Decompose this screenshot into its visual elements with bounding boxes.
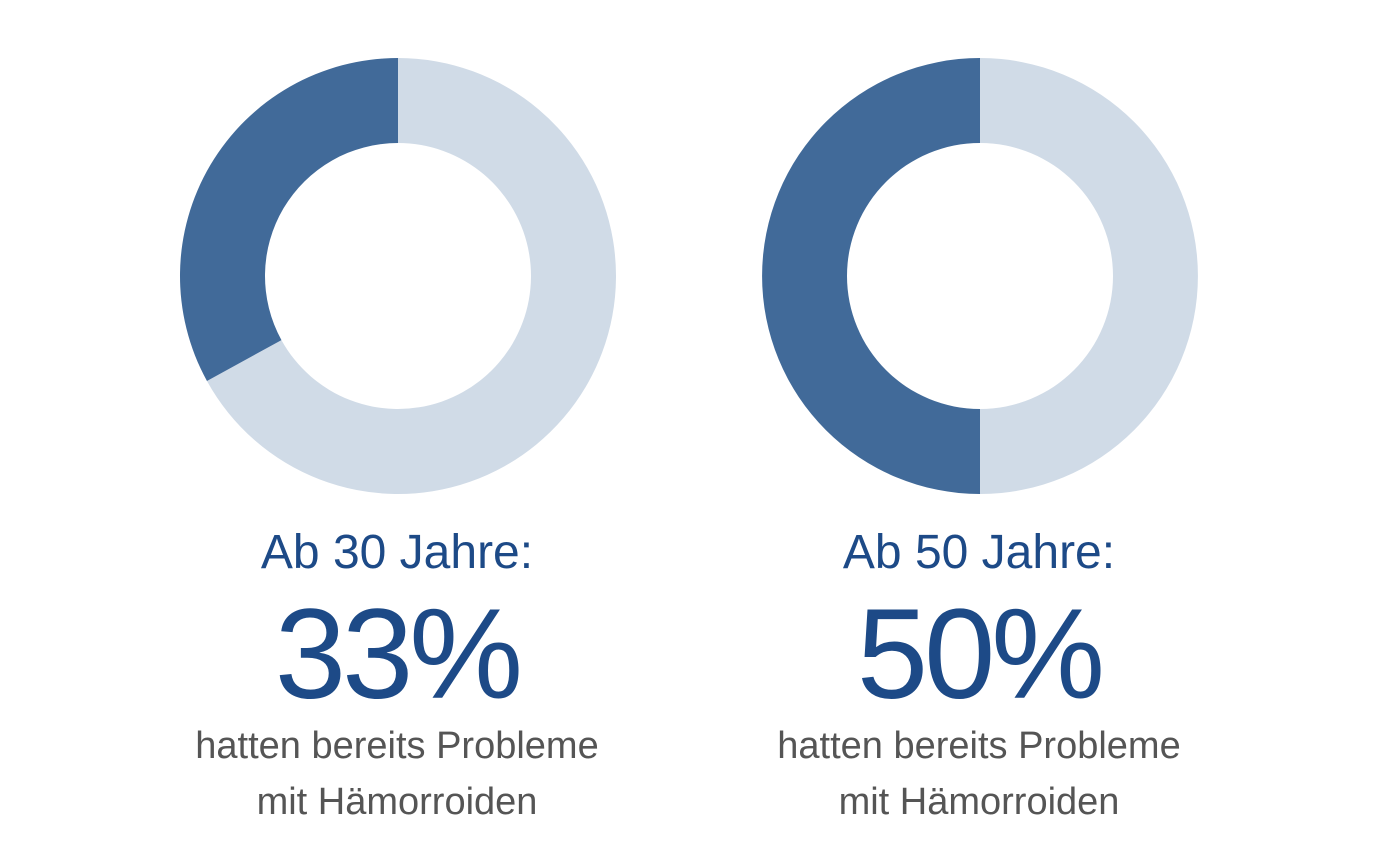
chart-caption: hatten bereits Probleme mit Hämorroiden	[117, 718, 677, 830]
chart-caption: hatten bereits Probleme mit Hämorroiden	[699, 718, 1259, 830]
donut-segment-value	[180, 58, 398, 382]
donut-chart-50	[762, 58, 1198, 494]
caption-line-1: hatten bereits Probleme	[777, 725, 1181, 767]
donut-segment-remainder	[206, 58, 616, 494]
chart-panel-50: Ab 50 Jahre: 50% hatten bereits Probleme…	[699, 0, 1259, 862]
chart-heading: Ab 30 Jahre:	[260, 526, 534, 579]
percentage-value: 50%	[856, 583, 1105, 726]
chart-heading: Ab 50 Jahre:	[842, 526, 1116, 579]
donut-segment-value	[762, 58, 980, 494]
donut-chart-30	[180, 58, 616, 494]
caption-line-2: mit Hämorroiden	[256, 781, 538, 823]
percentage-value: 33%	[274, 583, 523, 726]
donut-segment-remainder	[980, 58, 1198, 494]
caption-line-2: mit Hämorroiden	[838, 781, 1120, 823]
chart-panel-30: Ab 30 Jahre: 33% hatten bereits Probleme…	[117, 0, 677, 862]
caption-line-1: hatten bereits Probleme	[195, 725, 599, 767]
